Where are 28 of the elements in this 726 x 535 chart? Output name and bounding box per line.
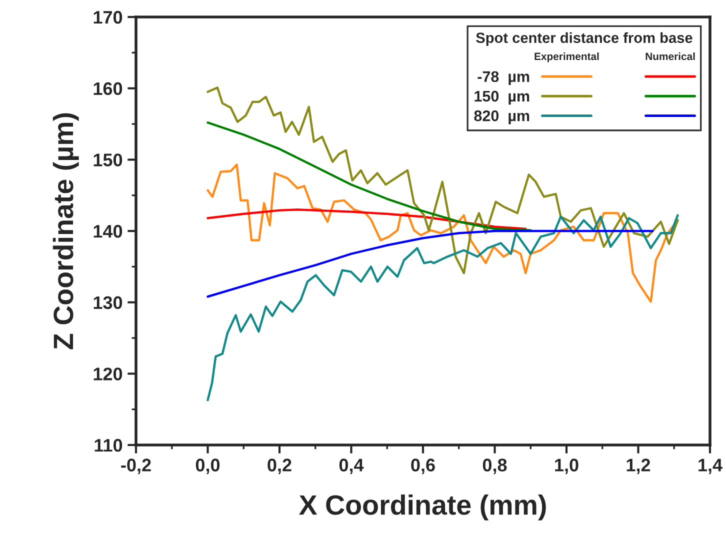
x-tick-label: 0,4 xyxy=(339,458,364,474)
x-tick-label: 0,8 xyxy=(482,458,507,474)
legend-title: Spot center distance from base xyxy=(476,32,692,46)
y-tick-label: 140 xyxy=(94,224,122,238)
x-tick-label: 1,4 xyxy=(698,458,722,474)
y-tick-label: 110 xyxy=(94,438,122,452)
y-tick-label: 120 xyxy=(94,368,122,380)
legend-label: 150 µm xyxy=(474,90,530,105)
line-series xyxy=(206,86,679,274)
x-tick-label: 0,6 xyxy=(411,458,435,474)
y-tick-label: 160 xyxy=(94,82,122,96)
y-axis-title: Z Coordinate (µm) xyxy=(52,113,79,350)
line-series xyxy=(206,214,679,402)
x-tick-label: 1,0 xyxy=(555,458,578,474)
x-axis-title: X Coordinate (mm) xyxy=(299,494,546,520)
x-tick-label: -0,2 xyxy=(121,458,151,474)
legend-label: -78 µm xyxy=(478,71,530,86)
line-series xyxy=(206,230,654,298)
x-tick-label: 0,0 xyxy=(196,458,220,474)
x-tick-label: 1,2 xyxy=(626,458,650,474)
annotation: Experimental xyxy=(534,52,599,62)
x-tick-label: 0,2 xyxy=(268,458,292,474)
line-series xyxy=(206,208,527,230)
legend-label: 820 µm xyxy=(474,110,530,124)
y-tick-label: 170 xyxy=(94,10,122,24)
annotation: Numerical xyxy=(646,52,695,60)
y-tick-label: 150 xyxy=(94,154,122,166)
y-tick-label: 130 xyxy=(94,296,122,310)
